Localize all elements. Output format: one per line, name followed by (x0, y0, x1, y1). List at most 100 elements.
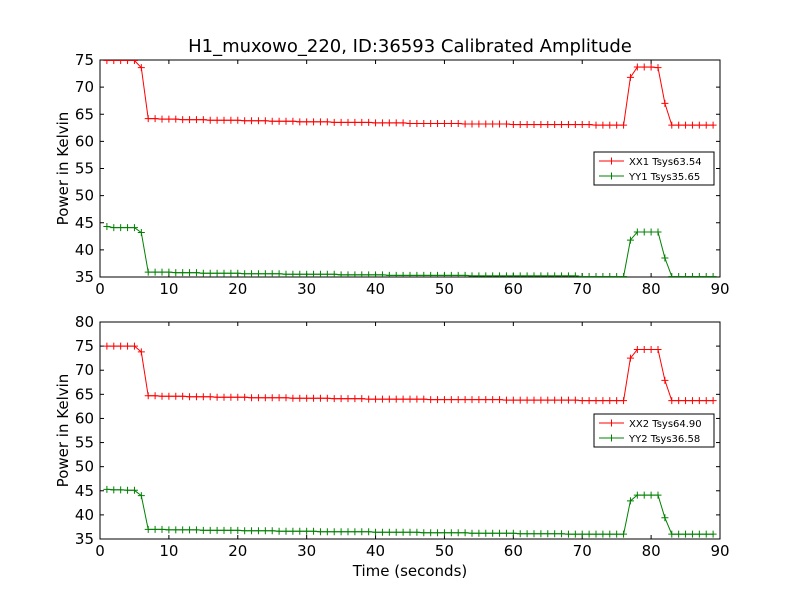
data-point (137, 348, 145, 356)
data-point (241, 270, 249, 277)
data-point (509, 121, 517, 129)
data-point (516, 530, 524, 538)
data-point (675, 397, 683, 405)
data-point (558, 121, 566, 129)
series-1 (103, 342, 717, 405)
data-point (351, 118, 359, 126)
x-tick-label: 20 (228, 542, 247, 560)
data-point (599, 397, 607, 405)
data-point (158, 392, 166, 400)
data-point (378, 119, 386, 127)
data-point (564, 272, 572, 277)
data-point (365, 118, 373, 126)
data-point (241, 393, 249, 401)
data-point (420, 119, 428, 127)
data-point (640, 63, 648, 71)
data-point (668, 530, 676, 538)
data-point (530, 396, 538, 404)
data-point (130, 224, 138, 232)
data-point (186, 526, 194, 534)
data-point (558, 530, 566, 538)
data-point (413, 119, 421, 127)
data-point (165, 526, 173, 534)
data-point (358, 395, 366, 403)
data-point (158, 268, 166, 276)
data-point (475, 120, 483, 128)
data-point (434, 271, 442, 277)
data-point (268, 527, 276, 535)
data-point (137, 492, 145, 500)
data-point (158, 115, 166, 123)
data-point (571, 272, 579, 277)
data-point (282, 527, 290, 535)
data-point (626, 354, 634, 362)
data-point (592, 397, 600, 405)
data-point (337, 528, 345, 536)
data-point (406, 395, 414, 403)
data-point (468, 272, 476, 277)
data-point (220, 393, 228, 401)
data-point (571, 121, 579, 129)
data-point (496, 120, 504, 128)
data-point (475, 272, 483, 277)
data-point (578, 397, 586, 405)
data-point (137, 64, 145, 72)
legend-marker (608, 157, 615, 165)
data-point (179, 392, 187, 400)
data-point (110, 60, 118, 65)
data-point (310, 394, 318, 402)
data-point (151, 268, 159, 276)
data-point (137, 229, 145, 237)
data-point (268, 117, 276, 125)
data-point (640, 345, 648, 353)
data-point (502, 272, 510, 277)
data-point (392, 395, 400, 403)
data-point (282, 270, 290, 277)
data-point (399, 528, 407, 536)
data-point (234, 116, 242, 124)
data-point (606, 397, 614, 405)
data-point (372, 271, 380, 277)
data-point (709, 121, 717, 129)
legend-label: YY1 Tsys35.65 (628, 172, 700, 183)
data-point (261, 117, 269, 125)
data-point (626, 236, 634, 244)
data-point (668, 397, 676, 405)
data-point (695, 397, 703, 405)
data-point (165, 268, 173, 276)
data-point (544, 272, 552, 277)
data-point (206, 526, 214, 534)
data-point (206, 393, 214, 401)
data-point (516, 272, 524, 277)
plot-panel-2: 0 10 20 30 40 50 60 70 80 90 35 40 45 50 55 60 65 70 75 80 P… (54, 313, 730, 560)
data-point (130, 60, 138, 65)
data-point (337, 395, 345, 403)
data-point (509, 529, 517, 537)
data-point (434, 119, 442, 127)
data-point (351, 528, 359, 536)
data-point (213, 269, 221, 277)
data-point (330, 118, 338, 126)
data-point (440, 396, 448, 404)
series-2 (103, 485, 717, 538)
data-point (303, 394, 311, 402)
y-tick-label: 35 (75, 530, 94, 548)
data-point (475, 529, 483, 537)
data-point (172, 392, 180, 400)
y-tick-label: 80 (75, 313, 94, 331)
data-point (675, 272, 683, 277)
data-point (654, 345, 662, 353)
y-tick-label: 70 (75, 361, 94, 379)
data-point (199, 116, 207, 124)
data-point (234, 393, 242, 401)
data-point (117, 486, 125, 494)
data-point (427, 271, 435, 277)
data-point (351, 271, 359, 277)
data-point (392, 271, 400, 277)
x-tick-label: 40 (366, 542, 385, 560)
data-point (248, 527, 256, 535)
data-point (110, 486, 118, 494)
data-point (633, 345, 641, 353)
data-point (220, 526, 228, 534)
data-point (613, 121, 621, 129)
